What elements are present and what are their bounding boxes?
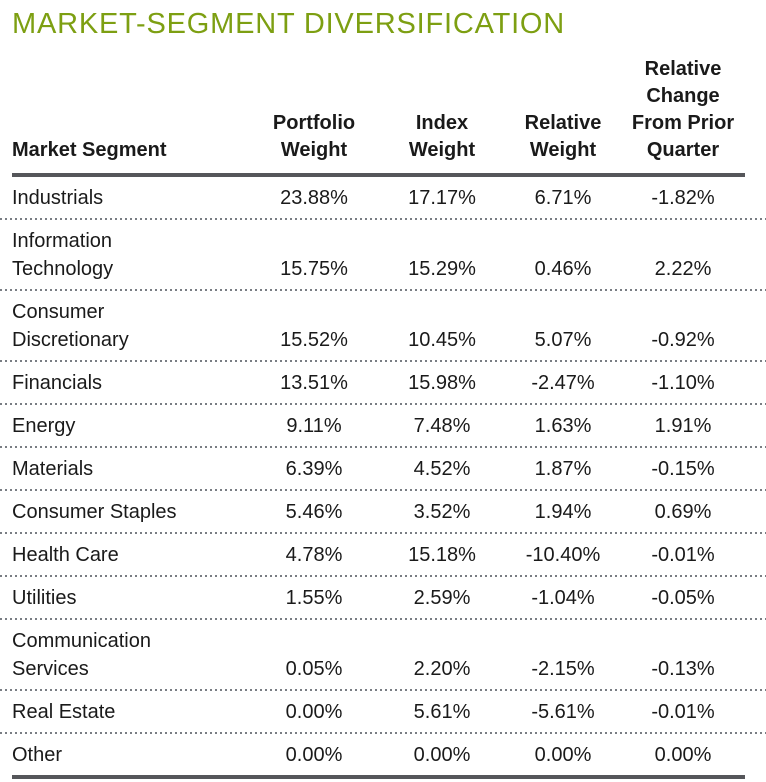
segment-cell: Health Care (12, 544, 119, 566)
segment-cell: Information Technology (12, 230, 114, 280)
portfolio_weight-cell: 0.00% (285, 701, 343, 723)
relative_change-cell: 1.91% (654, 415, 712, 437)
index_weight-cell: 15.98% (408, 372, 476, 394)
index_weight-cell: 3.52% (413, 501, 471, 523)
portfolio_weight-cell: 9.11% (286, 415, 342, 437)
segment-cell: Materials (12, 458, 94, 480)
table-row: Other 0.00% 0.00% 0.00% 0.00% (0, 734, 766, 775)
row-separator (0, 360, 766, 362)
table-row: Materials 6.39% 4.52% 1.87% -0.15% (0, 448, 766, 489)
portfolio_weight-cell: 0.05% (285, 658, 343, 680)
relative_change-cell: 2.22% (654, 258, 712, 280)
segment-cell: Other (12, 744, 63, 766)
row-separator (0, 732, 766, 734)
table-row: Financials 13.51% 15.98% -2.47% -1.10% (0, 362, 766, 403)
column-header-market-segment: Market Segment (12, 139, 167, 161)
relative_weight-cell: -1.04% (531, 587, 595, 609)
row-separator (0, 446, 766, 448)
row-separator (0, 689, 766, 691)
relative_weight-cell: 0.46% (534, 258, 592, 280)
table-row: Utilities 1.55% 2.59% -1.04% -0.05% (0, 577, 766, 618)
bottom-rule (12, 775, 745, 779)
portfolio_weight-cell: 6.39% (285, 458, 343, 480)
relative_weight-cell: 5.07% (534, 329, 592, 351)
relative_change-cell: -0.05% (651, 587, 715, 609)
table-row: Real Estate 0.00% 5.61% -5.61% -0.01% (0, 691, 766, 732)
relative_weight-cell: -10.40% (525, 544, 601, 566)
index_weight-cell: 2.59% (413, 587, 471, 609)
relative_change-cell: 0.69% (654, 501, 712, 523)
relative_change-cell: -1.10% (651, 372, 715, 394)
index_weight-cell: 2.20% (413, 658, 471, 680)
row-separator (0, 489, 766, 491)
index_weight-cell: 17.17% (408, 187, 476, 209)
table-header-row: Market Segment Portfolio Weight Index We… (0, 56, 766, 173)
index_weight-cell: 4.52% (413, 458, 471, 480)
portfolio_weight-cell: 15.52% (280, 329, 348, 351)
table-row: Health Care 4.78% 15.18% -10.40% -0.01% (0, 534, 766, 575)
segment-cell: Energy (12, 415, 76, 437)
table-row: Consumer Staples 5.46% 3.52% 1.94% 0.69% (0, 491, 766, 532)
header-rule (12, 173, 745, 177)
portfolio_weight-cell: 23.88% (280, 187, 348, 209)
relative_weight-cell: -2.47% (531, 372, 595, 394)
relative_change-cell: -1.82% (651, 187, 715, 209)
index_weight-cell: 7.48% (413, 415, 471, 437)
row-separator (0, 575, 766, 577)
row-separator (0, 618, 766, 620)
relative_change-cell: -0.01% (651, 701, 715, 723)
column-header-relative-weight: Relative Weight (524, 112, 602, 161)
row-separator (0, 532, 766, 534)
relative_change-cell: -0.13% (651, 658, 715, 680)
index_weight-cell: 10.45% (408, 329, 476, 351)
column-header-relative-change: Relative Change From Prior Quarter (631, 58, 735, 161)
table-row: Consumer Discretionary 15.52% 10.45% 5.07% -… (0, 291, 766, 360)
segment-cell: Industrials (12, 187, 104, 209)
relative_weight-cell: -5.61% (531, 701, 595, 723)
index_weight-cell: 5.61% (413, 701, 471, 723)
relative_weight-cell: 1.63% (534, 415, 592, 437)
relative_change-cell: -0.15% (651, 458, 715, 480)
table-row: Communication Services 0.05% 2.20% -2.15% -0… (0, 620, 766, 689)
table-row: Industrials 23.88% 17.17% 6.71% -1.82% (0, 177, 766, 218)
portfolio_weight-cell: 1.55% (285, 587, 343, 609)
diversification-table: Market Segment Portfolio Weight Index We… (0, 56, 766, 779)
row-separator (0, 403, 766, 405)
portfolio_weight-cell: 5.46% (285, 501, 343, 523)
relative_weight-cell: 6.71% (534, 187, 592, 209)
relative_weight-cell: 0.00% (534, 744, 592, 766)
index_weight-cell: 15.18% (408, 544, 476, 566)
portfolio_weight-cell: 15.75% (280, 258, 348, 280)
row-separator (0, 289, 766, 291)
index_weight-cell: 15.29% (408, 258, 476, 280)
relative_change-cell: -0.01% (651, 544, 715, 566)
segment-cell: Consumer Discretionary (12, 301, 129, 351)
relative_weight-cell: 1.94% (534, 501, 592, 523)
relative_weight-cell: -2.15% (531, 658, 595, 680)
table-row: Energy 9.11% 7.48% 1.63% 1.91% (0, 405, 766, 446)
table-row: Information Technology 15.75% 15.29% 0.46% 2… (0, 220, 766, 289)
index_weight-cell: 0.00% (413, 744, 471, 766)
relative_weight-cell: 1.87% (534, 458, 592, 480)
column-header-index-weight: Index Weight (408, 112, 476, 161)
portfolio_weight-cell: 4.78% (285, 544, 343, 566)
segment-cell: Communication Services (12, 630, 151, 680)
row-separator (0, 218, 766, 220)
portfolio_weight-cell: 13.51% (280, 372, 348, 394)
segment-cell: Financials (12, 372, 103, 394)
portfolio_weight-cell: 0.00% (285, 744, 343, 766)
table-body: Industrials 23.88% 17.17% 6.71% -1.82% Inform… (0, 177, 766, 775)
segment-cell: Real Estate (12, 701, 116, 723)
segment-cell: Consumer Staples (12, 501, 177, 523)
relative_change-cell: 0.00% (654, 744, 712, 766)
relative_change-cell: -0.92% (651, 329, 715, 351)
page-title: MARKET-SEGMENT DIVERSIFICATION (12, 8, 566, 40)
segment-cell: Utilities (12, 587, 77, 609)
column-header-portfolio-weight: Portfolio Weight (272, 112, 356, 161)
